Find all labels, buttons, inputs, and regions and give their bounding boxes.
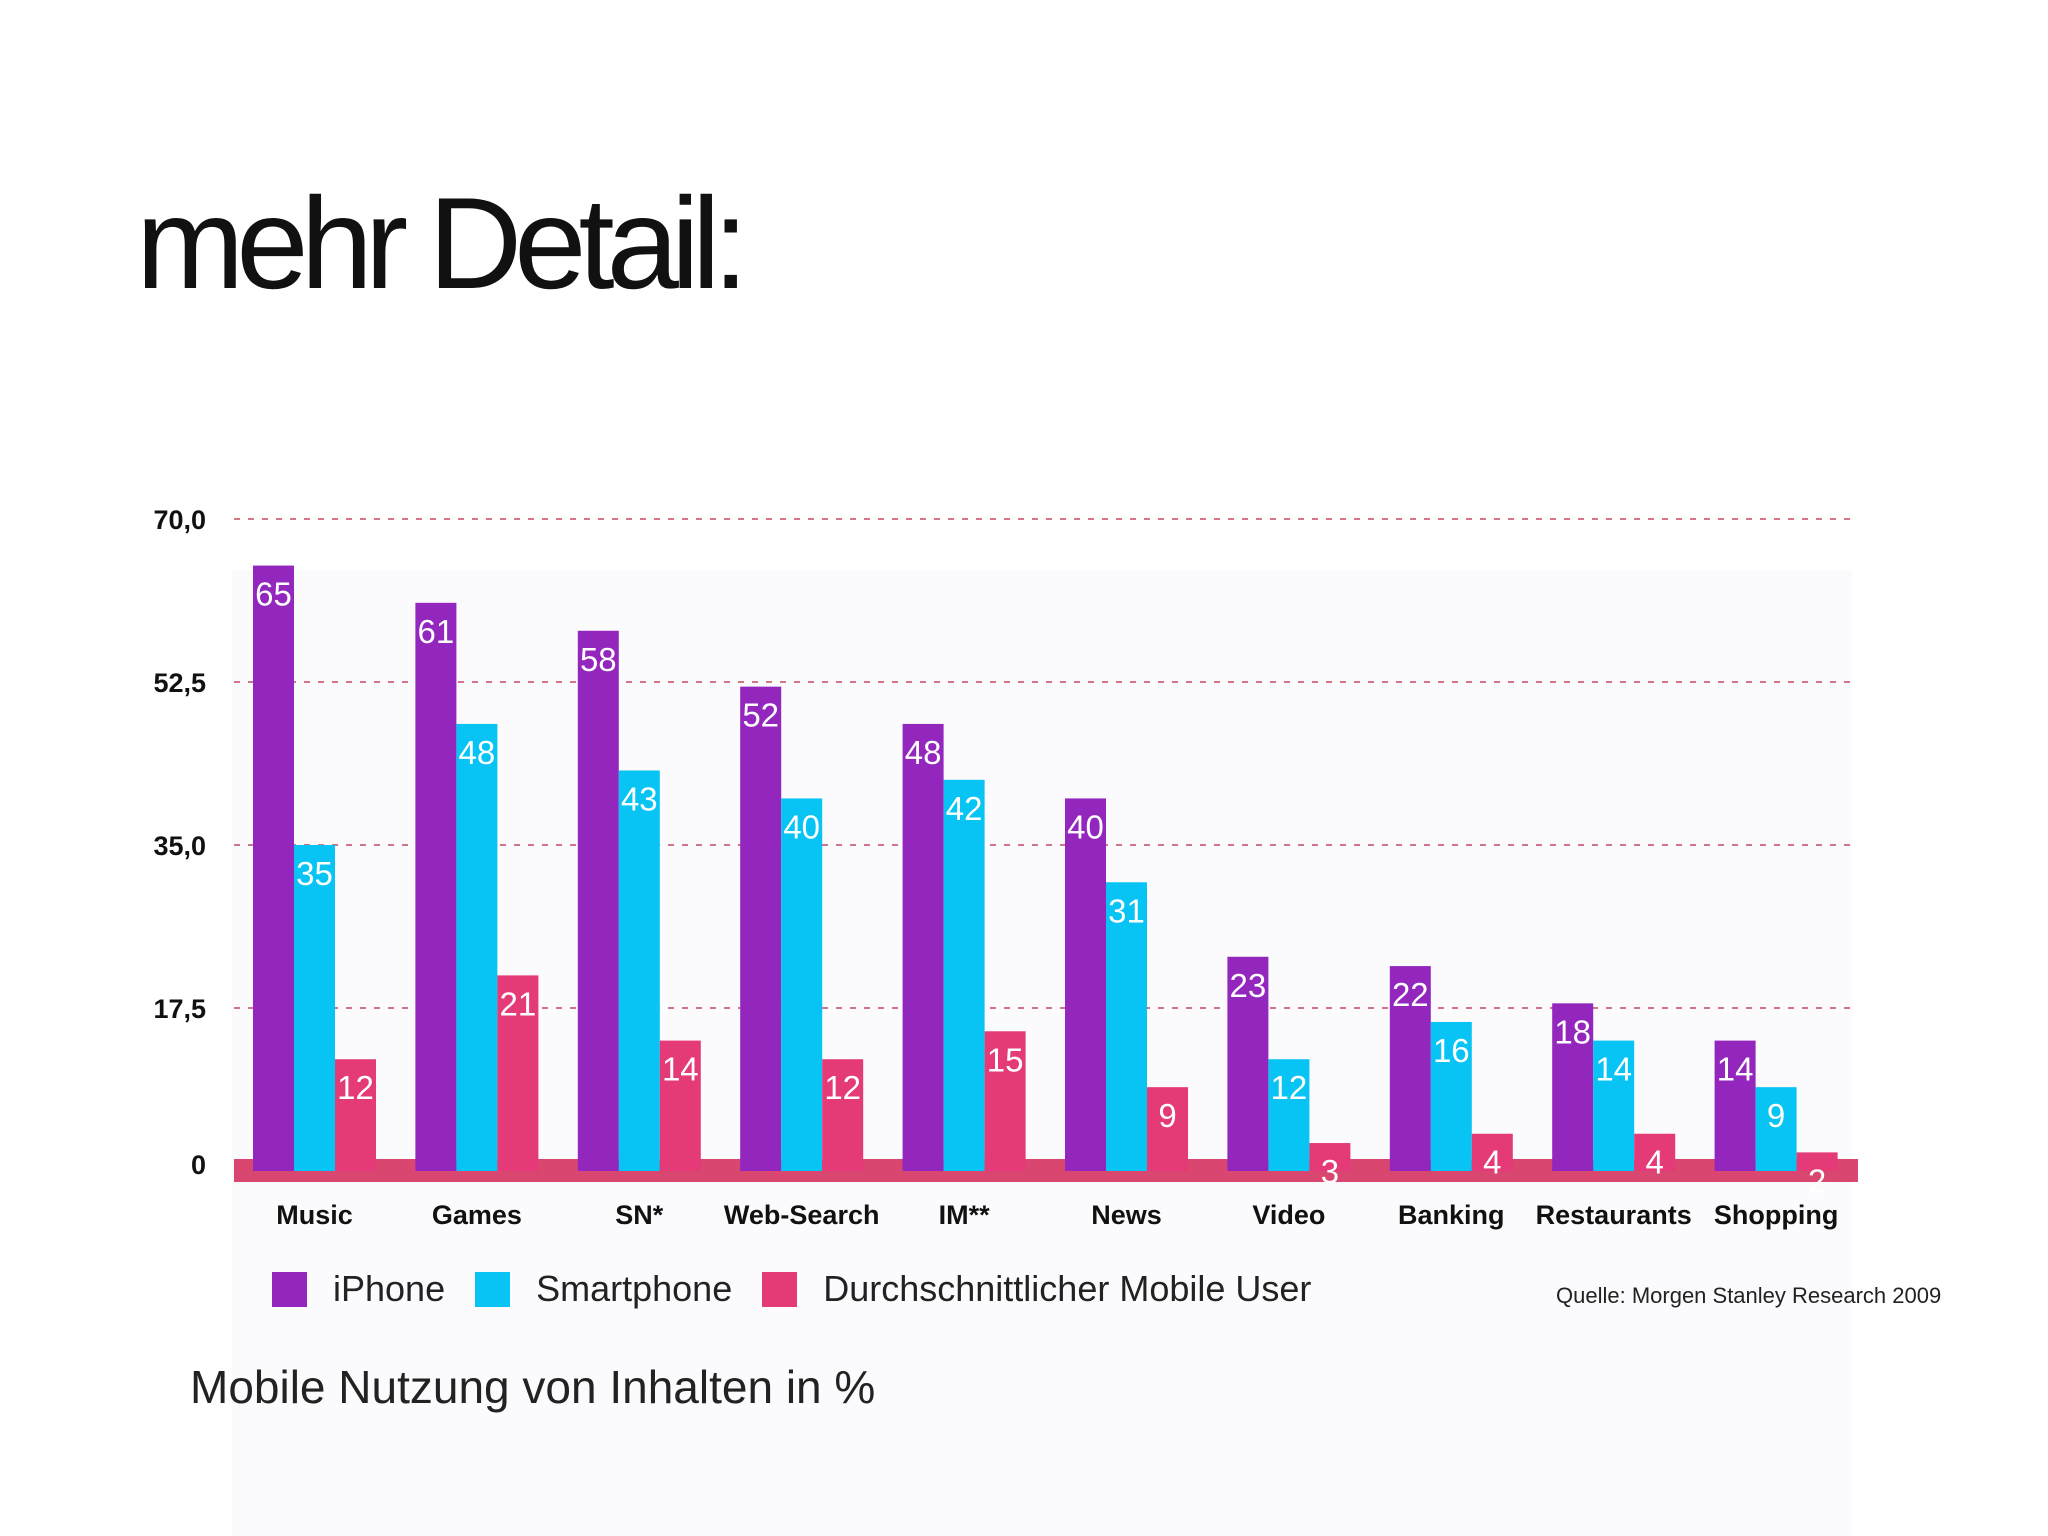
x-tick-label: News (1091, 1200, 1162, 1230)
legend-label: iPhone (333, 1268, 446, 1309)
data-label: 18 (1554, 1013, 1591, 1050)
legend-label: Durchschnittlicher Mobile User (823, 1268, 1312, 1309)
bar (1714, 1040, 1756, 1171)
bar (577, 630, 619, 1171)
legend-swatch (475, 1271, 511, 1307)
x-tick-label: Shopping (1714, 1200, 1838, 1230)
bar (335, 1059, 376, 1171)
x-tick-label: Banking (1398, 1200, 1505, 1230)
data-label: 52 (742, 697, 779, 734)
bar (943, 779, 985, 1171)
data-label: 4 (1646, 1144, 1664, 1181)
bar (781, 798, 823, 1171)
bar (1389, 966, 1431, 1171)
bar (253, 565, 294, 1171)
bar (1268, 1059, 1310, 1171)
bar (1106, 882, 1147, 1171)
x-tick-label: Web-Search (724, 1200, 880, 1230)
data-label: 15 (987, 1041, 1024, 1078)
legend-swatch (272, 1271, 307, 1307)
data-label: 48 (905, 734, 942, 771)
y-tick-label: 35,0 (153, 831, 206, 861)
bar (984, 1031, 1026, 1171)
data-label: 31 (1108, 892, 1145, 929)
data-label: 23 (1230, 967, 1267, 1004)
data-label: 4 (1483, 1144, 1501, 1181)
data-label: 9 (1767, 1097, 1785, 1134)
data-label: 14 (1595, 1051, 1632, 1088)
bar (1796, 1152, 1838, 1171)
chart-caption: Mobile Nutzung von Inhalten in % (190, 1361, 876, 1413)
bar (740, 686, 782, 1171)
data-label: 42 (946, 790, 983, 827)
data-label: 58 (580, 641, 617, 678)
data-label: 40 (783, 808, 820, 845)
data-label: 65 (255, 576, 292, 613)
legend-item: iPhone (272, 1268, 445, 1310)
bar (1634, 1133, 1676, 1171)
x-tick-label: Video (1252, 1200, 1325, 1230)
data-label: 21 (500, 985, 537, 1022)
data-label: 3 (1321, 1153, 1339, 1190)
legend-item: Smartphone (475, 1268, 732, 1310)
data-label: 12 (1271, 1069, 1308, 1106)
bar (1755, 1087, 1797, 1171)
bar (902, 723, 944, 1171)
data-label: 14 (1717, 1051, 1754, 1088)
legend-label: Smartphone (536, 1268, 733, 1309)
slide-title: mehr Detail: (136, 170, 749, 316)
source-note: Quelle: Morgen Stanley Research 2009 (1556, 1283, 1942, 1308)
bar (1227, 956, 1269, 1171)
data-label: 48 (459, 734, 496, 771)
data-label: 16 (1433, 1032, 1470, 1069)
bar (1593, 1040, 1635, 1171)
data-label: 35 (296, 855, 333, 892)
x-tick-label: Games (432, 1200, 522, 1230)
y-tick-label: 17,5 (153, 994, 206, 1024)
bar (822, 1059, 864, 1171)
bar (618, 770, 660, 1171)
bar (1552, 1003, 1594, 1171)
bar (1309, 1143, 1351, 1171)
bar (1471, 1133, 1513, 1171)
bar (659, 1040, 701, 1171)
y-tick-label: 70,0 (153, 505, 206, 535)
bar (1430, 1021, 1472, 1171)
x-tick-label: Restaurants (1536, 1200, 1692, 1230)
bar (415, 602, 457, 1171)
data-label: 43 (621, 780, 658, 817)
data-label: 12 (824, 1069, 861, 1106)
data-label: 2 (1808, 1162, 1826, 1199)
bar (1147, 1087, 1188, 1171)
x-tick-label: Music (276, 1200, 353, 1230)
x-tick-label: SN* (615, 1200, 664, 1230)
data-label: 9 (1158, 1097, 1176, 1134)
bar (294, 845, 335, 1171)
bar (1065, 798, 1106, 1171)
x-tick-label: IM** (939, 1200, 991, 1230)
legend-swatch (762, 1271, 798, 1307)
data-label: 40 (1067, 808, 1104, 845)
data-label: 12 (337, 1069, 374, 1106)
bar (456, 723, 498, 1171)
data-label: 14 (662, 1051, 699, 1088)
y-tick-label: 52,5 (153, 668, 206, 698)
data-label: 61 (418, 613, 455, 650)
data-label: 22 (1392, 976, 1429, 1013)
chart-legend: iPhone Smartphone Durchschnittlicher Mobil… (272, 1268, 1341, 1310)
bar (497, 975, 539, 1171)
legend-item: Durchschnittlicher Mobile User (762, 1268, 1311, 1310)
y-tick-label: 0 (191, 1150, 206, 1180)
